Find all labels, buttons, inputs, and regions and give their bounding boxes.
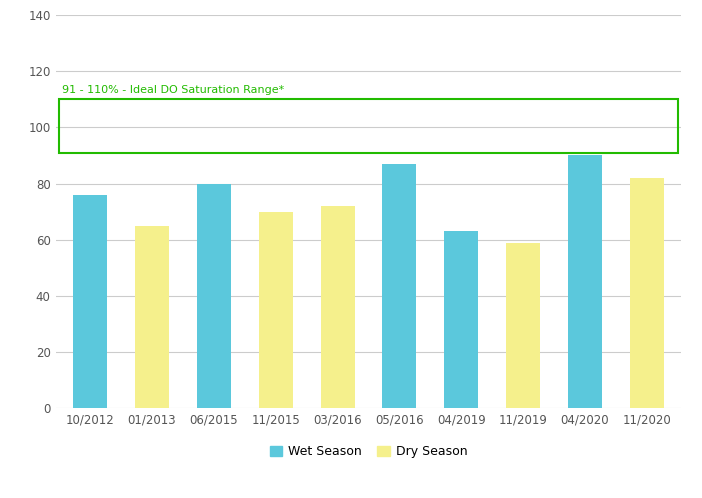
Bar [630, 178, 664, 408]
Bar [506, 243, 541, 408]
Bar [383, 164, 416, 408]
Bar [135, 226, 169, 408]
Bar [321, 206, 355, 408]
Text: 91 - 110% - Ideal DO Saturation Range*: 91 - 110% - Ideal DO Saturation Range* [62, 85, 284, 95]
Bar [59, 99, 678, 152]
Bar [197, 184, 231, 408]
Legend: Wet Season, Dry Season: Wet Season, Dry Season [265, 440, 472, 463]
Bar [568, 155, 602, 408]
Bar [73, 195, 107, 408]
Bar [259, 212, 293, 408]
Bar [444, 232, 478, 408]
